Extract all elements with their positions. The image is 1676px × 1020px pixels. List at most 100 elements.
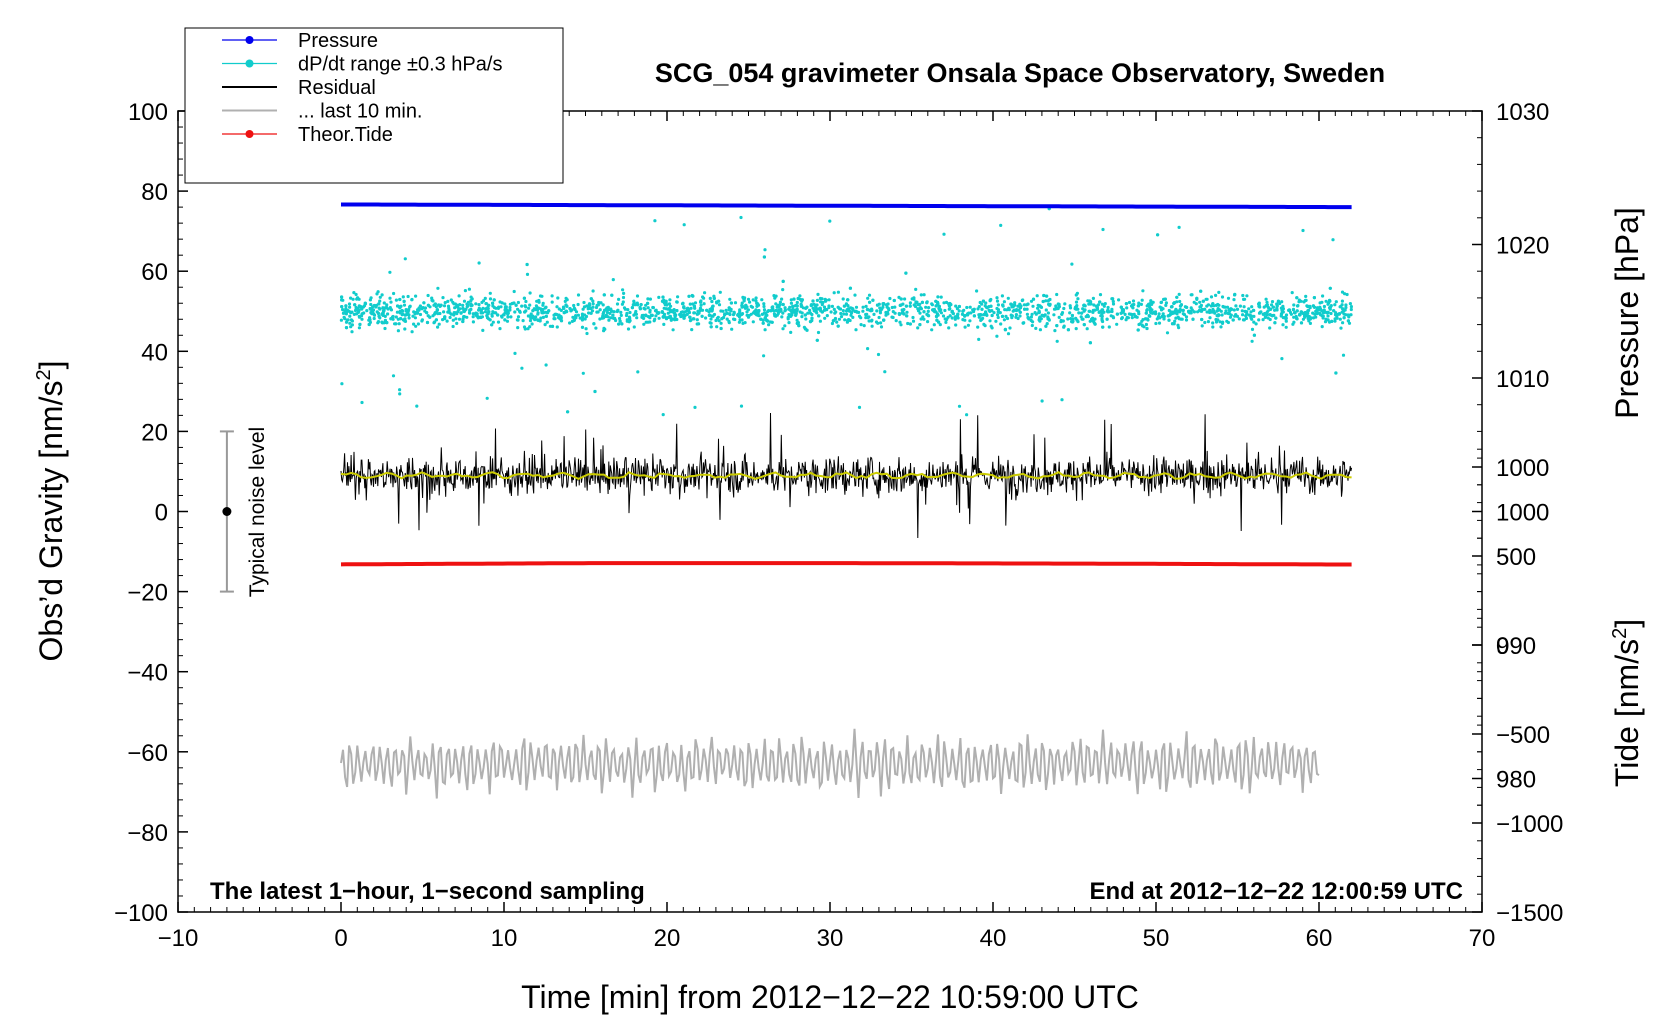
dpdt-point (975, 289, 979, 293)
dpdt-point (867, 319, 871, 323)
dpdt-point (1211, 321, 1215, 325)
dpdt-point (683, 314, 687, 318)
dpdt-point (1086, 314, 1090, 319)
dpdt-point (1344, 313, 1348, 317)
dpdt-point (804, 317, 808, 321)
dpdt-point (531, 309, 535, 313)
dpdt-point (403, 327, 407, 331)
dpdt-point (632, 325, 636, 329)
dpdt-point (1269, 307, 1273, 311)
dpdt-point (574, 314, 578, 318)
dpdt-point (999, 322, 1003, 326)
y-pressure-tick-label: 1010 (1496, 366, 1549, 393)
dpdt-point (704, 316, 708, 320)
dpdt-point (1334, 300, 1338, 304)
dpdt-point (589, 311, 593, 315)
dpdt-point (791, 304, 795, 308)
dpdt-point (1074, 305, 1078, 309)
dpdt-point (1035, 294, 1039, 298)
dpdt-point (888, 296, 892, 301)
dpdt-point (762, 255, 767, 259)
dpdt-point (1204, 297, 1208, 301)
dpdt-point (639, 303, 643, 307)
y-tide-tick-label: 1000 (1496, 455, 1549, 482)
dpdt-point (605, 310, 610, 314)
dpdt-point (1345, 292, 1349, 297)
dpdt-point (931, 308, 935, 312)
dpdt-point (868, 300, 872, 304)
dpdt-point (1268, 317, 1272, 322)
dpdt-point (691, 294, 695, 298)
dpdt-point (608, 311, 612, 315)
dpdt-point (1234, 304, 1238, 308)
dpdt-point (348, 321, 352, 325)
dpdt-point (1034, 326, 1038, 330)
legend-marker (245, 36, 254, 44)
dpdt-point (1000, 294, 1005, 298)
dpdt-point (482, 299, 486, 303)
dpdt-point (822, 305, 827, 309)
dpdt-point (1100, 308, 1104, 312)
dpdt-point (743, 306, 748, 310)
dpdt-point (1052, 313, 1056, 317)
series-pressure-line (341, 202, 1352, 210)
dpdt-point (446, 299, 450, 303)
dpdt-point (503, 302, 507, 306)
dpdt-point (1297, 300, 1301, 304)
dpdt-point (1159, 300, 1164, 304)
dpdt-point (514, 303, 518, 307)
dpdt-point (1037, 318, 1041, 322)
dpdt-point (601, 303, 605, 307)
dpdt-point (1276, 299, 1280, 303)
dpdt-point (534, 315, 538, 319)
dpdt-point (490, 323, 494, 327)
dpdt-point (1312, 305, 1317, 309)
dpdt-point (1098, 293, 1103, 297)
dpdt-point (1095, 305, 1099, 309)
dpdt-point (1215, 314, 1219, 318)
dpdt-point (541, 301, 545, 305)
dpdt-point (529, 316, 533, 320)
dpdt-point (368, 316, 372, 320)
dpdt-point (340, 382, 344, 386)
dpdt-point (416, 322, 420, 326)
dpdt-point (941, 314, 946, 318)
dpdt-point (358, 304, 362, 308)
dpdt-point (1125, 306, 1129, 310)
dpdt-point (565, 310, 569, 314)
dpdt-point (453, 306, 457, 310)
dpdt-point (385, 321, 389, 325)
dpdt-point (581, 371, 585, 375)
dpdt-point (961, 318, 965, 322)
dpdt-point (580, 314, 585, 318)
dpdt-point (1214, 293, 1218, 297)
dpdt-point (1196, 310, 1200, 314)
dpdt-point (341, 311, 346, 315)
legend-box (184, 27, 564, 184)
legend-label: dP/dt range ±0.3 hPa/s (298, 54, 502, 76)
dpdt-point (1040, 313, 1044, 317)
dpdt-point (692, 311, 696, 315)
dpdt-point (642, 322, 646, 326)
dpdt-point (815, 338, 819, 342)
dpdt-point (1190, 293, 1194, 297)
dpdt-point (396, 329, 400, 333)
dpdt-point (727, 306, 731, 310)
dpdt-point (1291, 307, 1296, 311)
dpdt-point (443, 301, 447, 305)
dpdt-point (349, 296, 353, 300)
dpdt-point (1245, 310, 1249, 314)
dpdt-point (462, 299, 467, 303)
dpdt-point (1009, 313, 1013, 317)
dpdt-point (550, 324, 555, 328)
dpdt-point (485, 396, 489, 400)
dpdt-point (1143, 317, 1148, 321)
dpdt-point (1306, 317, 1310, 321)
dpdt-point (836, 305, 840, 309)
dpdt-point (454, 317, 458, 321)
dpdt-point (372, 303, 376, 308)
dpdt-point (1025, 307, 1029, 311)
dpdt-point (908, 301, 913, 305)
dpdt-point (864, 304, 868, 308)
dpdt-point (398, 297, 402, 302)
